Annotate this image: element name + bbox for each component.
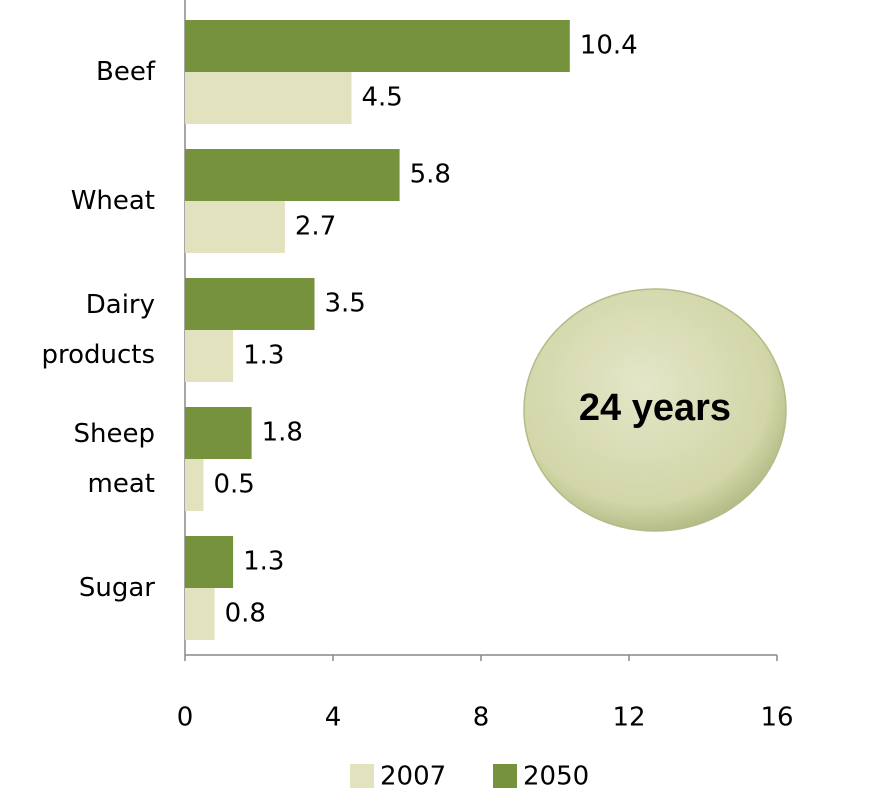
- legend-swatch: [350, 764, 374, 788]
- x-tick-label: 16: [760, 703, 793, 733]
- legend-label: 2050: [523, 762, 589, 792]
- x-tick-label: 12: [612, 703, 645, 733]
- x-tick-label: 0: [177, 703, 194, 733]
- legend-label: 2007: [380, 762, 446, 792]
- value-label: 2.7: [295, 212, 336, 242]
- value-label: 0.8: [225, 599, 266, 629]
- value-label: 4.5: [362, 83, 403, 113]
- value-label: 1.3: [243, 341, 284, 371]
- bar: [185, 407, 252, 459]
- value-label: 1.3: [243, 547, 284, 577]
- bar: [185, 459, 204, 511]
- y-tick-label: Sheep meat: [73, 419, 155, 499]
- bar: [185, 278, 315, 330]
- bar: [185, 201, 285, 253]
- value-label: 3.5: [325, 289, 366, 319]
- value-label: 1.8: [262, 418, 303, 448]
- annotation: 24 years: [579, 387, 731, 429]
- y-tick-label: Beef: [96, 57, 155, 87]
- bar: [185, 536, 234, 588]
- annotation-bubble: [523, 288, 787, 532]
- value-label: 0.5: [214, 470, 255, 500]
- value-label: 10.4: [580, 31, 638, 61]
- value-label: 5.8: [410, 160, 451, 190]
- legend-swatch: [493, 764, 517, 788]
- y-tick-label: Dairy products: [41, 290, 155, 370]
- y-tick-label: Wheat: [70, 186, 155, 216]
- bar: [185, 330, 234, 382]
- x-tick-label: 4: [325, 703, 342, 733]
- x-tick-label: 8: [473, 703, 490, 733]
- bar: [185, 588, 215, 640]
- bar: [185, 149, 400, 201]
- y-tick-label: Sugar: [78, 573, 155, 603]
- bar: [185, 20, 570, 72]
- bar: [185, 72, 352, 124]
